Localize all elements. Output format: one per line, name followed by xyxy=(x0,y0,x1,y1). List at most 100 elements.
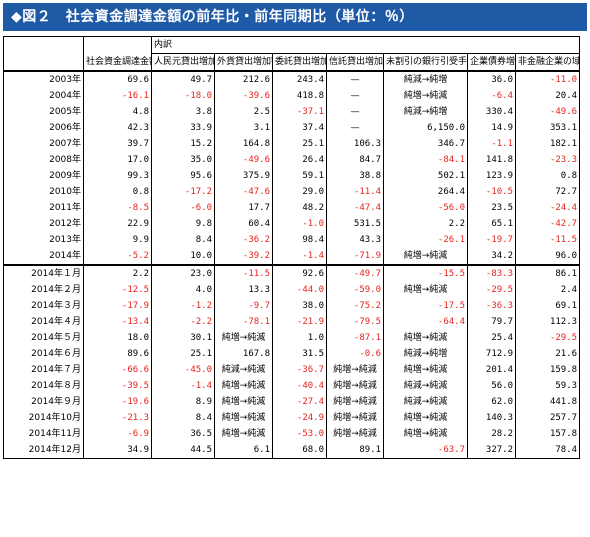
table-cell: -6.4 xyxy=(467,88,516,104)
table-cell: 純増→純減 xyxy=(326,410,384,426)
table-cell: -79.5 xyxy=(326,314,384,330)
table-cell: 純増→純減 xyxy=(326,362,384,378)
table-cell: 純増→純減 xyxy=(214,426,273,442)
table-cell: 89.6 xyxy=(83,346,152,362)
table-cell: — xyxy=(326,104,384,120)
table-row: 2009年 99.3 95.6 375.9 59.1 38.8 502.1 123.9 0.8 xyxy=(3,168,581,184)
table-cell: -13.4 xyxy=(83,314,152,330)
table-cell: 43.3 xyxy=(326,232,384,248)
column-header: 人民元貸出増加額 xyxy=(151,53,215,72)
row-label: 2003年 xyxy=(3,71,84,88)
table-cell: — xyxy=(326,88,384,104)
table-cell: -11.5 xyxy=(514,232,581,248)
table-cell: -37.1 xyxy=(272,104,327,120)
table-cell: 1.0 xyxy=(272,330,327,346)
table-cell: 38.0 xyxy=(272,298,327,314)
table-cell: -6.9 xyxy=(83,426,152,442)
table-cell: -19.7 xyxy=(467,232,516,248)
table-cell: -11.5 xyxy=(214,264,273,282)
table-cell: 25.1 xyxy=(151,346,215,362)
table-cell: -49.6 xyxy=(214,152,273,168)
table-cell: 純増→純減 xyxy=(326,378,384,394)
table-cell: 212.6 xyxy=(214,71,273,88)
row-label: 2014年３月 xyxy=(3,298,84,314)
table-cell: 48.2 xyxy=(272,200,327,216)
table-cell: — xyxy=(326,71,384,88)
table-cell: 375.9 xyxy=(214,168,273,184)
table-cell: -36.7 xyxy=(272,362,327,378)
table-cell: -66.6 xyxy=(83,362,152,378)
table-cell: -75.2 xyxy=(326,298,384,314)
table-row: 2013年 9.9 8.4 -36.2 98.4 43.3 -26.1 -19.7 -11.5 xyxy=(3,232,581,248)
table-row: 2007年 39.7 15.2 164.8 25.1 106.3 346.7 -1.1 182.… xyxy=(3,136,581,152)
table-row: 2011年 -8.5 -6.0 17.7 48.2 -47.4 -56.0 23.5 -24.4 xyxy=(3,200,581,216)
column-header: 非金融企業の域内株式発行増加額 xyxy=(514,53,581,72)
table-cell: -8.5 xyxy=(83,200,152,216)
table-cell: 17.7 xyxy=(214,200,273,216)
table-cell: 69.1 xyxy=(514,298,581,314)
table-cell: -0.6 xyxy=(326,346,384,362)
table-cell: 441.8 xyxy=(514,394,581,410)
table-cell: 30.1 xyxy=(151,330,215,346)
table-cell: -29.5 xyxy=(467,282,516,298)
table-cell: 純増→純減 xyxy=(214,410,273,426)
table-row: 2014年５月 18.0 30.1 純増→純減 1.0 -87.1 純増→純減 25.4 -29… xyxy=(3,330,581,346)
table-cell: 164.8 xyxy=(214,136,273,152)
table-cell: -17.5 xyxy=(383,298,468,314)
table-cell: 2.5 xyxy=(214,104,273,120)
table-cell: 純増→純減 xyxy=(383,88,468,104)
table-cell: 9.8 xyxy=(151,216,215,232)
table-cell: 純減→純増 xyxy=(383,104,468,120)
table-cell: 182.1 xyxy=(514,136,581,152)
table-cell: -40.4 xyxy=(272,378,327,394)
row-label: 2014年６月 xyxy=(3,346,84,362)
table-cell: -87.1 xyxy=(326,330,384,346)
row-label: 2006年 xyxy=(3,120,84,136)
table-cell: -39.5 xyxy=(83,378,152,394)
table-cell: 純増→純減 xyxy=(383,330,468,346)
table-cell: 72.7 xyxy=(514,184,581,200)
table-cell: 327.2 xyxy=(467,442,516,459)
column-header: 信託貸出増加額 xyxy=(326,53,384,72)
table-cell: — xyxy=(326,120,384,136)
table-cell: 純増→純減 xyxy=(326,426,384,442)
table-cell: -1.1 xyxy=(467,136,516,152)
corner-cell xyxy=(3,36,84,72)
row-label: 2014年10月 xyxy=(3,410,84,426)
table-cell: 60.4 xyxy=(214,216,273,232)
table-cell: -71.9 xyxy=(326,248,384,265)
table-cell: 純増→純減 xyxy=(214,330,273,346)
table-cell: -12.5 xyxy=(83,282,152,298)
table-cell: 140.3 xyxy=(467,410,516,426)
table-cell: -53.0 xyxy=(272,426,327,442)
row-label: 2014年８月 xyxy=(3,378,84,394)
table-cell: 28.2 xyxy=(467,426,516,442)
total-header-spacer xyxy=(83,36,152,54)
table-row: 2012年 22.9 9.8 60.4 -1.0 531.5 2.2 65.1 -42.7 xyxy=(3,216,581,232)
table-cell: -78.1 xyxy=(214,314,273,330)
table-cell: -18.0 xyxy=(151,88,215,104)
table-cell: 157.8 xyxy=(514,426,581,442)
table-cell: 純増→純減 xyxy=(214,394,273,410)
table-cell: -1.0 xyxy=(272,216,327,232)
row-label: 2014年５月 xyxy=(3,330,84,346)
table-cell: 59.3 xyxy=(514,378,581,394)
table-cell: 62.0 xyxy=(467,394,516,410)
table-row: 2003年 69.6 49.7 212.6 243.4— 純減→純増 36.0 -11.0 xyxy=(3,71,581,88)
row-label: 2005年 xyxy=(3,104,84,120)
table-cell: -64.4 xyxy=(383,314,468,330)
table-cell: 23.0 xyxy=(151,264,215,282)
table-cell: 21.6 xyxy=(514,346,581,362)
table-cell: 18.0 xyxy=(83,330,152,346)
table-cell: 78.4 xyxy=(514,442,581,459)
table-cell: -11.0 xyxy=(514,71,581,88)
table-cell: 59.1 xyxy=(272,168,327,184)
table-cell: 8.4 xyxy=(151,232,215,248)
table-cell: 25.4 xyxy=(467,330,516,346)
table-cell: 2.2 xyxy=(83,264,152,282)
table-cell: -63.7 xyxy=(383,442,468,459)
table-cell: -17.2 xyxy=(151,184,215,200)
table-cell: 531.5 xyxy=(326,216,384,232)
table-cell: 42.3 xyxy=(83,120,152,136)
table-cell: 36.0 xyxy=(467,71,516,88)
